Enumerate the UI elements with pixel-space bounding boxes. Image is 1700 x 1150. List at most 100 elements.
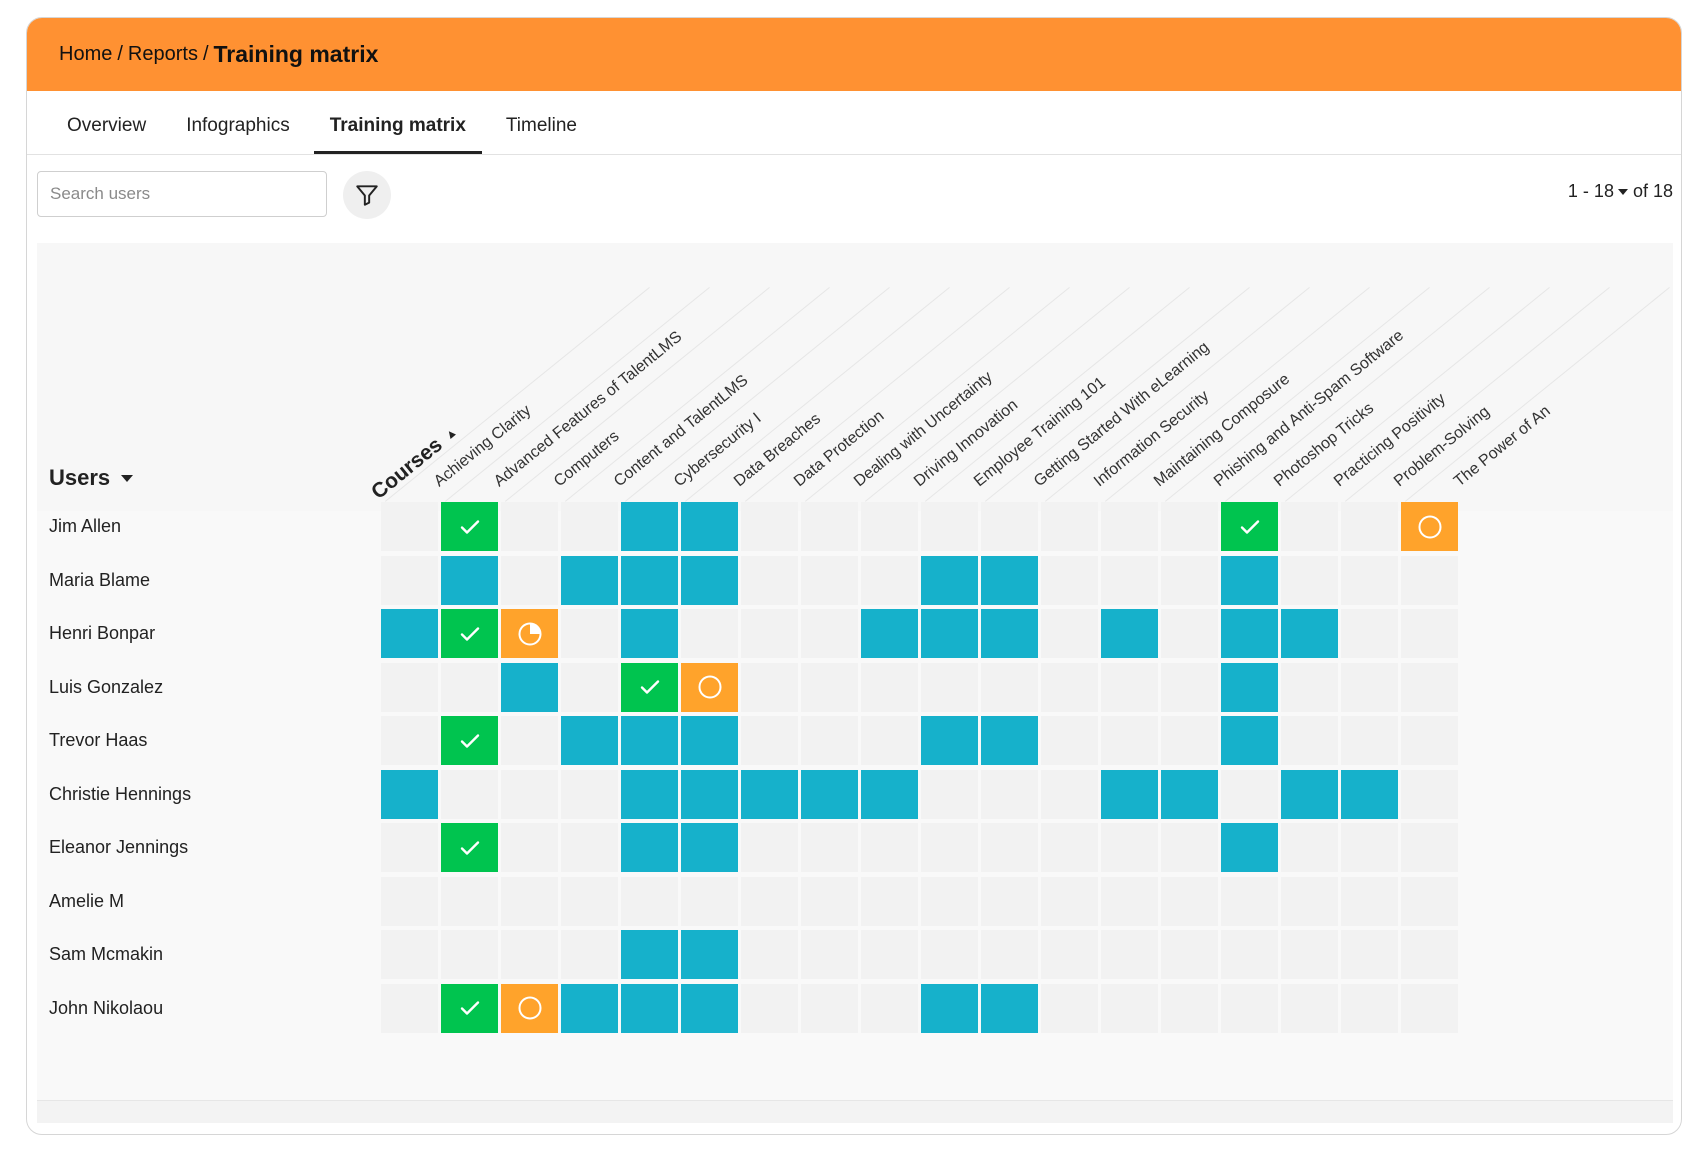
matrix-cell-enrolled[interactable] bbox=[1221, 662, 1278, 712]
matrix-cell-completed[interactable] bbox=[441, 983, 498, 1033]
tab-training-matrix[interactable]: Training matrix bbox=[313, 115, 482, 154]
matrix-cell-enrolled[interactable] bbox=[1221, 823, 1278, 872]
matrix-cell-enrolled[interactable] bbox=[1161, 769, 1218, 819]
tab-timeline[interactable]: Timeline bbox=[505, 115, 577, 136]
matrix-cell-empty bbox=[501, 876, 558, 926]
user-row-name[interactable]: Christie Hennings bbox=[49, 783, 192, 804]
tab-overview[interactable]: Overview bbox=[67, 115, 147, 136]
matrix-cell-enrolled[interactable] bbox=[861, 769, 918, 819]
matrix-cell-enrolled[interactable] bbox=[981, 716, 1038, 765]
matrix-cell-enrolled[interactable] bbox=[1101, 769, 1158, 819]
user-row-name[interactable]: Luis Gonzalez bbox=[49, 676, 164, 697]
matrix-cell-enrolled[interactable] bbox=[621, 823, 678, 872]
user-row-name[interactable]: Trevor Haas bbox=[49, 730, 148, 750]
matrix-cell-enrolled[interactable] bbox=[561, 716, 618, 765]
matrix-cell-enrolled[interactable] bbox=[681, 716, 738, 765]
matrix-cell-empty bbox=[1041, 983, 1098, 1033]
matrix-cell-empty bbox=[1161, 876, 1218, 926]
matrix-cell-enrolled[interactable] bbox=[921, 716, 978, 765]
matrix-cell-enrolled[interactable] bbox=[1281, 769, 1338, 819]
tab-infographics[interactable]: Infographics bbox=[186, 115, 290, 136]
matrix-cell-enrolled[interactable] bbox=[501, 662, 558, 712]
pagination-range-dropdown[interactable]: 1 - 18 bbox=[1568, 181, 1629, 202]
matrix-cell-enrolled[interactable] bbox=[981, 555, 1038, 605]
matrix-cell-empty bbox=[1101, 983, 1158, 1033]
matrix-cell-enrolled[interactable] bbox=[621, 930, 678, 979]
user-row-name[interactable]: John Nikolaou bbox=[49, 997, 164, 1018]
matrix-cell-completed[interactable] bbox=[441, 609, 498, 658]
matrix-cell-enrolled[interactable] bbox=[1221, 555, 1278, 605]
matrix-cell-enrolled[interactable] bbox=[381, 769, 438, 819]
matrix-cell-enrolled[interactable] bbox=[681, 823, 738, 872]
matrix-cell-enrolled[interactable] bbox=[561, 983, 618, 1033]
matrix-cell-enrolled[interactable] bbox=[621, 769, 678, 819]
matrix-cell-enrolled[interactable] bbox=[981, 609, 1038, 658]
matrix-cell-empty bbox=[1281, 983, 1338, 1033]
matrix-cell-enrolled[interactable] bbox=[1341, 769, 1398, 819]
matrix-cell-not-started[interactable] bbox=[501, 983, 558, 1033]
breadcrumb-reports-link[interactable]: Reports bbox=[127, 43, 198, 65]
matrix-cell-enrolled[interactable] bbox=[621, 555, 678, 605]
matrix-cell-not-started[interactable] bbox=[1401, 502, 1458, 551]
matrix-cell-enrolled[interactable] bbox=[681, 769, 738, 819]
matrix-cell-enrolled[interactable] bbox=[441, 555, 498, 605]
user-row-name[interactable]: Amelie M bbox=[49, 890, 125, 911]
matrix-cell-enrolled[interactable] bbox=[1221, 609, 1278, 658]
matrix-cell-enrolled[interactable] bbox=[921, 555, 978, 605]
matrix-cell-enrolled[interactable] bbox=[801, 769, 858, 819]
matrix-cell-empty bbox=[441, 930, 498, 979]
matrix-cell-enrolled[interactable] bbox=[1281, 609, 1338, 658]
matrix-cell-empty bbox=[861, 716, 918, 765]
matrix-cell-empty bbox=[561, 502, 618, 551]
matrix-cell-in-progress[interactable] bbox=[501, 609, 558, 658]
matrix-cell-empty bbox=[981, 823, 1038, 872]
user-row-name[interactable]: Eleanor Jennings bbox=[49, 837, 189, 857]
matrix-cell-enrolled[interactable] bbox=[561, 555, 618, 605]
matrix-cell-enrolled[interactable] bbox=[1221, 716, 1278, 765]
users-header-label: Users bbox=[49, 465, 111, 490]
matrix-cell-enrolled[interactable] bbox=[921, 983, 978, 1033]
filter-button[interactable] bbox=[343, 171, 391, 219]
matrix-cell-enrolled[interactable] bbox=[1101, 609, 1158, 658]
matrix-cell-empty bbox=[1101, 662, 1158, 712]
matrix-cell-empty bbox=[381, 662, 438, 712]
matrix-cell-enrolled[interactable] bbox=[681, 983, 738, 1033]
matrix-cell-enrolled[interactable] bbox=[981, 983, 1038, 1033]
matrix-cell-empty bbox=[501, 555, 558, 605]
checkmark-icon bbox=[458, 622, 482, 646]
matrix-cell-enrolled[interactable] bbox=[681, 502, 738, 551]
matrix-toolbar: 1 - 18 of 18 bbox=[37, 171, 1673, 223]
user-row-name[interactable]: Henri Bonpar bbox=[49, 623, 156, 643]
matrix-cell-completed[interactable] bbox=[441, 502, 498, 551]
matrix-cell-empty bbox=[1041, 555, 1098, 605]
matrix-cell-empty bbox=[1101, 823, 1158, 872]
matrix-cell-enrolled[interactable] bbox=[741, 769, 798, 819]
matrix-cell-enrolled[interactable] bbox=[921, 609, 978, 658]
matrix-cell-enrolled[interactable] bbox=[861, 609, 918, 658]
checkmark-icon bbox=[458, 996, 482, 1020]
user-row-name[interactable]: Maria Blame bbox=[49, 569, 151, 590]
matrix-cell-completed[interactable] bbox=[441, 823, 498, 872]
matrix-cell-enrolled[interactable] bbox=[681, 930, 738, 979]
users-sort-header[interactable]: Users bbox=[49, 465, 134, 491]
matrix-cell-empty bbox=[1281, 555, 1338, 605]
matrix-cell-completed[interactable] bbox=[621, 662, 678, 712]
matrix-cell-enrolled[interactable] bbox=[621, 609, 678, 658]
matrix-cell-enrolled[interactable] bbox=[621, 983, 678, 1033]
matrix-cell-enrolled[interactable] bbox=[681, 555, 738, 605]
search-users-input[interactable] bbox=[37, 171, 327, 217]
user-row-name[interactable]: Sam Mcmakin bbox=[49, 944, 164, 964]
matrix-cell-completed[interactable] bbox=[1221, 502, 1278, 551]
matrix-cell-enrolled[interactable] bbox=[381, 609, 438, 658]
matrix-cell-empty bbox=[1281, 823, 1338, 872]
circle-icon bbox=[517, 995, 543, 1021]
matrix-cell-enrolled[interactable] bbox=[621, 716, 678, 765]
user-row-name[interactable]: Jim Allen bbox=[49, 516, 122, 536]
matrix-cell-empty bbox=[861, 876, 918, 926]
matrix-cell-empty bbox=[381, 555, 438, 605]
matrix-cell-empty bbox=[981, 876, 1038, 926]
matrix-cell-enrolled[interactable] bbox=[621, 502, 678, 551]
breadcrumb-home-link[interactable]: Home bbox=[59, 43, 113, 65]
matrix-cell-not-started[interactable] bbox=[681, 662, 738, 712]
matrix-cell-completed[interactable] bbox=[441, 716, 498, 765]
